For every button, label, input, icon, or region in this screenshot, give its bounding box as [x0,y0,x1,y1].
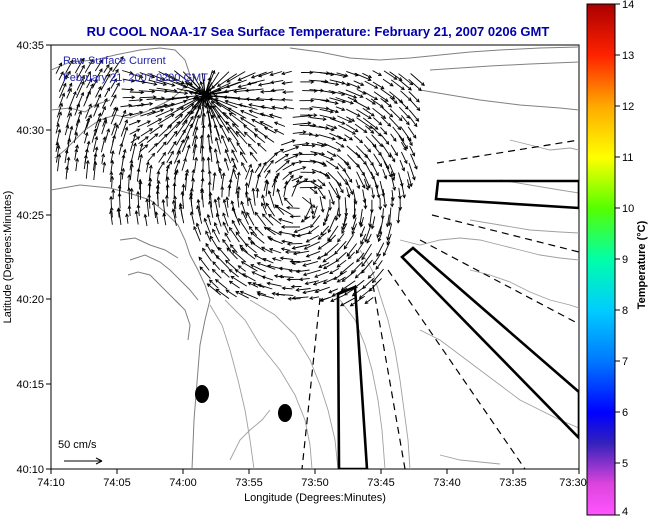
y-tick-label: 40:10 [16,464,44,476]
colorbar-tick-label: 11 [622,152,633,164]
scale-label: 50 cm/s [58,439,97,451]
station-marker-1 [195,385,209,403]
y-tick-label: 40:20 [16,294,44,306]
colorbar-tick-label: 14 [622,0,634,11]
x-tick-label: 73:45 [367,477,395,489]
colorbar-tick-label: 7 [622,356,628,368]
x-tick-label: 74:05 [103,477,131,489]
colorbar-tick-label: 13 [622,50,634,62]
station-marker-2 [278,404,292,422]
overlay-line-2: February 21, 2007 0200 GMT [63,72,208,84]
x-tick-label: 73:50 [301,477,329,489]
colorbar-tick-label: 12 [622,101,634,113]
plot-frame [51,45,579,469]
current-vector [287,208,300,209]
overlay-line-1: Raw Surface Current [63,55,166,67]
x-axis-title: Longitude (Degrees:Minutes) [244,492,386,504]
colorbar-tick-label: 9 [622,254,628,266]
x-tick-label: 73:30 [559,477,587,489]
current-vector [167,196,168,207]
y-axis-title: Latitude (Degrees:Minutes) [2,191,14,324]
colorbar-tick-label: 4 [622,506,628,518]
y-tick-label: 40:15 [16,379,44,391]
colorbar-tick-label: 6 [622,407,628,419]
y-axis-ticks [46,45,51,469]
y-tick-label: 40:30 [16,125,44,137]
y-tick-label: 40:25 [16,210,44,222]
x-tick-label: 73:35 [499,477,527,489]
colorbar-tick-label: 10 [622,203,634,215]
x-tick-label: 74:10 [37,477,65,489]
colorbar-tick-label: 8 [622,305,628,317]
current-vector [158,191,159,206]
colorbar-ticks [615,4,620,515]
x-axis-labels: 74:10 74:05 74:00 73:55 73:50 73:45 73:4… [37,477,587,489]
current-vector [302,145,315,146]
current-vector [229,185,230,197]
current-vector [138,192,139,206]
x-tick-label: 74:00 [169,477,197,489]
colorbar-labels: 14 13 12 11 10 9 8 7 6 5 4 [622,0,634,518]
current-vector [130,92,144,93]
figure-title: RU COOL NOAA-17 Sea Surface Temperature:… [87,24,550,39]
colorbar-tick-label: 5 [622,458,628,470]
x-axis-ticks [51,469,579,474]
y-tick-label: 40:35 [16,40,44,52]
x-tick-label: 73:55 [235,477,263,489]
colorbar-title: Temperature (°C) [636,220,648,309]
y-axis-labels: 40:35 40:30 40:25 40:20 40:15 40:10 [16,40,44,476]
x-tick-label: 73:40 [433,477,461,489]
colorbar [587,4,615,515]
